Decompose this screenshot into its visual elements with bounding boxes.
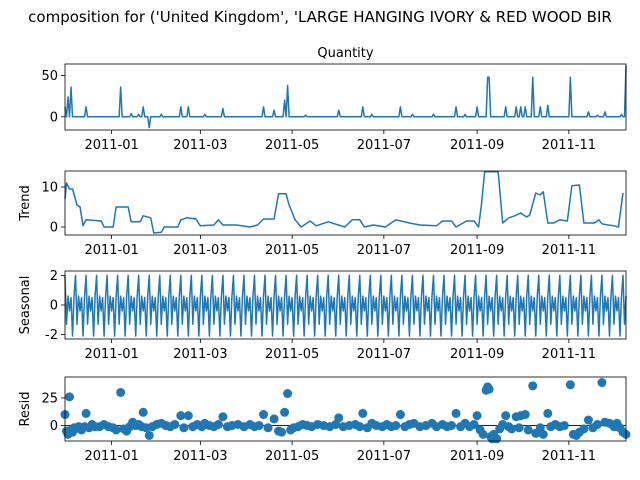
x-tick-label: 2011-07 <box>357 449 411 464</box>
figure-title: composition for ('United Kingdom', 'LARG… <box>28 8 612 26</box>
y-tick-label: 0 <box>50 299 58 314</box>
seasonal-series-line <box>64 274 627 337</box>
panel-resid: 0 25 2011-01 2011-03 2011-05 2011-07 2011-09 20… <box>18 376 631 464</box>
resid-point <box>447 421 457 431</box>
resid-point <box>65 392 75 402</box>
resid-point <box>391 421 401 431</box>
resid-point <box>170 419 180 429</box>
x-tick-label: 2011-09 <box>450 138 504 153</box>
resid-point <box>528 381 538 391</box>
x-tick-label: 2011-09 <box>450 243 504 258</box>
x-tick-label: 2011-03 <box>173 138 227 153</box>
x-tick-label: 2011-05 <box>265 243 319 258</box>
resid-point <box>472 411 482 421</box>
x-tick-label: 2011-09 <box>450 347 504 362</box>
x-tick-label: 2011-07 <box>357 347 411 362</box>
resid-point <box>269 414 279 424</box>
y-axis-label: Trend <box>18 185 33 222</box>
x-tick-label: 2011-07 <box>357 243 411 258</box>
x-tick-label: 2011-05 <box>265 347 319 362</box>
resid-point <box>280 407 290 417</box>
x-tick-label: 2011-01 <box>84 243 138 258</box>
y-tick-label: -2 <box>45 328 58 343</box>
y-tick-label: 2 <box>50 269 58 284</box>
resid-point <box>144 430 154 440</box>
resid-point <box>358 408 368 418</box>
y-axis-label: Seasonal <box>18 276 33 335</box>
y-tick-label: 10 <box>41 181 58 196</box>
axes-frame <box>64 170 627 236</box>
y-tick-label: 0 <box>50 419 58 434</box>
resid-point <box>523 425 533 435</box>
resid-point <box>111 425 121 435</box>
y-tick-label: 50 <box>41 69 58 84</box>
resid-point <box>501 411 511 421</box>
resid-point <box>597 378 607 388</box>
resid-point <box>355 422 365 432</box>
axes-frame <box>64 63 627 131</box>
resid-point <box>176 411 186 421</box>
trend-series-line <box>64 171 624 234</box>
resid-point <box>478 429 488 439</box>
resid-point <box>579 424 589 434</box>
resid-point <box>484 384 494 394</box>
resid-point <box>451 408 461 418</box>
resid-point <box>116 387 126 397</box>
resid-point <box>543 408 553 418</box>
resid-point <box>514 423 524 433</box>
resid-point <box>254 421 264 431</box>
panel-trend: 0 10 2011-01 2011-03 2011-05 2011-07 2011-09 20… <box>18 170 627 258</box>
resid-point <box>583 415 593 425</box>
x-tick-label: 2011-03 <box>173 449 227 464</box>
x-tick-label: 2011-01 <box>84 347 138 362</box>
resid-point <box>277 427 287 437</box>
x-tick-label: 2011-03 <box>173 243 227 258</box>
resid-point <box>492 434 502 444</box>
x-tick-label: 2011-07 <box>357 138 411 153</box>
x-tick-label: 2011-11 <box>542 138 596 153</box>
resid-point <box>469 419 479 429</box>
observed-series-line <box>64 65 627 129</box>
x-tick-label: 2011-01 <box>84 449 138 464</box>
x-tick-label: 2011-03 <box>173 347 227 362</box>
resid-point <box>538 429 548 439</box>
resid-point <box>138 407 148 417</box>
resid-point <box>559 421 569 431</box>
resid-point <box>520 410 530 420</box>
x-tick-label: 2011-01 <box>84 138 138 153</box>
y-tick-label: 0 <box>50 221 58 236</box>
resid-point <box>213 419 223 429</box>
resid-point <box>334 413 344 423</box>
resid-point <box>565 380 575 390</box>
resid-point <box>283 389 293 399</box>
y-tick-label: 25 <box>41 391 58 406</box>
x-tick-label: 2011-09 <box>450 449 504 464</box>
y-axis-label: Resid <box>18 391 33 426</box>
axes-frame <box>64 376 627 442</box>
resid-point <box>218 412 228 422</box>
panel-observed: 0 50 2011-01 2011-03 2011-05 2011-07 2011-09 20… <box>41 46 627 153</box>
panel-title: Quantity <box>317 46 373 61</box>
panel-seasonal: -2 0 2 2011-01 2011-03 2011-05 2011-07 2011-09 2… <box>18 269 627 362</box>
x-tick-label: 2011-11 <box>542 243 596 258</box>
x-tick-label: 2011-11 <box>542 449 596 464</box>
x-tick-label: 2011-05 <box>265 449 319 464</box>
resid-point <box>592 419 602 429</box>
x-tick-label: 2011-11 <box>542 347 596 362</box>
resid-point <box>81 408 91 418</box>
resid-point <box>179 423 189 433</box>
resid-point <box>263 423 273 433</box>
resid-point <box>395 410 405 420</box>
resid-point <box>507 424 517 434</box>
resid-point <box>259 410 269 420</box>
resid-point <box>183 411 193 421</box>
y-tick-label: 0 <box>50 110 58 125</box>
x-tick-label: 2011-05 <box>265 138 319 153</box>
